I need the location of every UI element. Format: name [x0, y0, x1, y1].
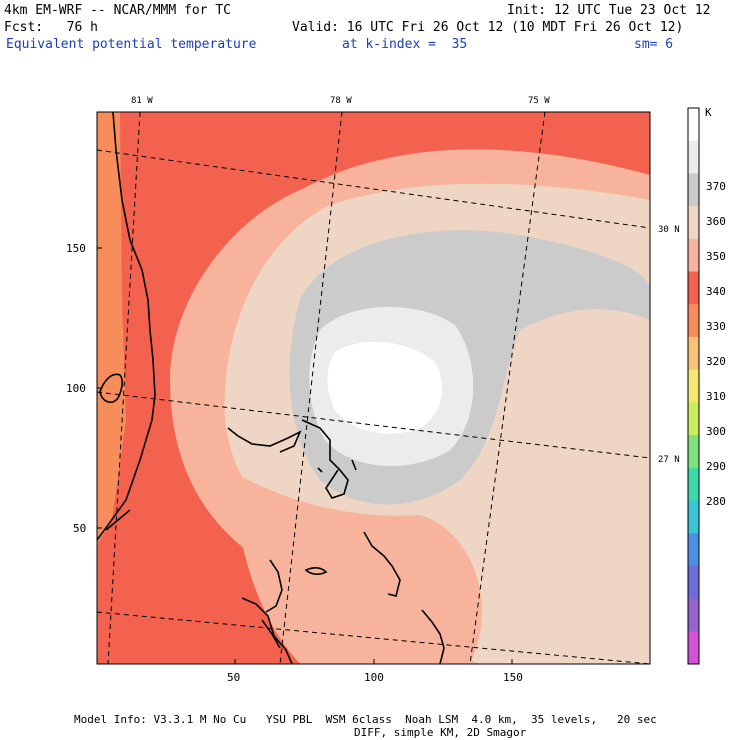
- colorbar-swatch: [688, 598, 699, 632]
- axis-ticks: [97, 247, 513, 664]
- colorbar-label: 360: [706, 215, 726, 228]
- model-title: 4km EM-WRF -- NCAR/MMM for TC: [4, 3, 231, 18]
- y-label-50: 50: [73, 522, 86, 535]
- theta-e-field: [97, 112, 650, 664]
- colorbar-label: 370: [706, 180, 726, 193]
- colorbar-swatch: [688, 336, 699, 371]
- colorbar-label: 330: [706, 320, 726, 333]
- valid-time: Valid: 16 UTC Fri 26 Oct 12 (10 MDT Fri …: [292, 20, 684, 35]
- colorbar-swatch: [688, 304, 699, 338]
- lat-label-30n: 30 N: [658, 225, 680, 235]
- colorbar-swatch: [688, 206, 699, 240]
- smoothing-info: sm= 6: [634, 37, 674, 52]
- colorbar-label: 340: [706, 285, 726, 298]
- x-label-100: 100: [364, 671, 384, 684]
- graticule: [97, 112, 650, 664]
- colorbar-swatch: [688, 108, 699, 142]
- x-label-50: 50: [227, 671, 240, 684]
- colorbar-swatch: [688, 271, 699, 305]
- model-info: Model Info: V3.3.1 M No Cu YSU PBL WSM 6…: [74, 713, 657, 726]
- lon-label-78w: 78 W: [330, 96, 352, 106]
- colorbar-unit: K: [705, 106, 712, 119]
- coastlines: [96, 111, 445, 665]
- level-info: at k-index = 35: [342, 37, 468, 52]
- colorbar-label: 320: [706, 355, 726, 368]
- x-label-150: 150: [503, 671, 523, 684]
- colorbar-swatch: [688, 631, 699, 665]
- field-name: Equivalent potential temperature: [6, 37, 257, 52]
- colorbar-swatch: [688, 500, 699, 534]
- colorbar-label: 350: [706, 250, 726, 263]
- lon-label-75w: 75 W: [528, 96, 550, 106]
- colorbar-swatch: [688, 238, 699, 273]
- lon-label-81w: 81 W: [131, 96, 153, 106]
- colorbar-swatch: [688, 467, 699, 501]
- colorbar-swatch: [688, 565, 699, 600]
- colorbar-swatch: [688, 369, 699, 403]
- y-label-100: 100: [66, 382, 86, 395]
- forecast-hour: Fcst: 76 h: [4, 20, 98, 35]
- colorbar-swatch: [688, 173, 699, 207]
- colorbar-label: 310: [706, 390, 726, 403]
- colorbar: [687, 107, 700, 665]
- colorbar-swatch: [688, 533, 699, 567]
- colorbar-label: 290: [706, 460, 726, 473]
- init-time: Init: 12 UTC Tue 23 Oct 12: [507, 3, 711, 18]
- lat-label-27n: 27 N: [658, 455, 680, 465]
- y-label-150: 150: [66, 242, 86, 255]
- colorbar-swatch: [688, 140, 699, 174]
- colorbar-swatch: [688, 402, 699, 436]
- colorbar-label: 280: [706, 495, 726, 508]
- model-info-line2: DIFF, simple KM, 2D Smagor: [354, 726, 527, 739]
- colorbar-label: 300: [706, 425, 726, 438]
- colorbar-swatch: [688, 435, 699, 469]
- colorbar-frame: [687, 107, 700, 665]
